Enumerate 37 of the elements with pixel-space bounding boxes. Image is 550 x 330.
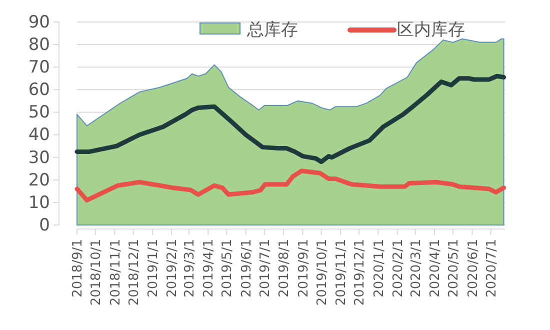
x-tick-label: 2019/7/1 <box>258 239 273 298</box>
x-tick-label: 2018/10/1 <box>89 239 104 306</box>
x-tick-label: 2020/2/1 <box>390 239 406 298</box>
legend-label: 区内库存 <box>397 20 465 40</box>
y-tick-label: 30 <box>28 148 50 168</box>
x-tick-label: 2019/2/1 <box>165 239 180 298</box>
x-tick-label: 2019/10/1 <box>314 239 330 306</box>
y-tick-label: 50 <box>28 102 50 123</box>
x-tick-label: 2018/12/1 <box>126 239 142 306</box>
legend-label: 总库存 <box>246 20 298 40</box>
x-tick-label: 2019/1/1 <box>146 239 162 298</box>
x-tick-label: 2019/4/1 <box>202 239 217 298</box>
x-tick-label: 2020/7/1 <box>484 239 500 298</box>
x-tick-label: 2019/9/1 <box>296 239 312 298</box>
line-series <box>74 74 506 164</box>
x-tick-label: 2020/6/1 <box>466 239 481 298</box>
y-tick-label: 60 <box>28 80 50 100</box>
x-tick-label: 2019/11/1 <box>334 239 350 306</box>
x-tick-label: 2018/9/1 <box>70 239 86 298</box>
y-tick-label: 20 <box>28 170 50 190</box>
x-tick-label: 2019/6/1 <box>239 239 254 298</box>
x-tick-label: 2020/1/1 <box>372 239 387 298</box>
line-series <box>74 168 506 202</box>
y-tick-label: 40 <box>28 125 50 146</box>
x-tick-label: 2019/3/1 <box>182 239 198 298</box>
x-tick-label: 2019/12/1 <box>352 239 368 306</box>
x-tick-label: 2018/11/1 <box>108 239 124 306</box>
y-tick-label: 10 <box>28 192 50 213</box>
y-tick-label: 80 <box>28 34 50 55</box>
x-tick-label: 2020/5/1 <box>446 239 462 298</box>
x-tick-label: 2020/4/1 <box>428 239 444 298</box>
y-tick-label: 0 <box>39 215 50 236</box>
x-tick-label: 2019/8/1 <box>277 239 292 298</box>
y-tick-label: 70 <box>28 58 50 78</box>
x-tick-label: 2019/5/1 <box>220 239 236 298</box>
x-tick-label: 2020/3/1 <box>408 239 424 298</box>
y-tick-label: 90 <box>28 12 50 32</box>
